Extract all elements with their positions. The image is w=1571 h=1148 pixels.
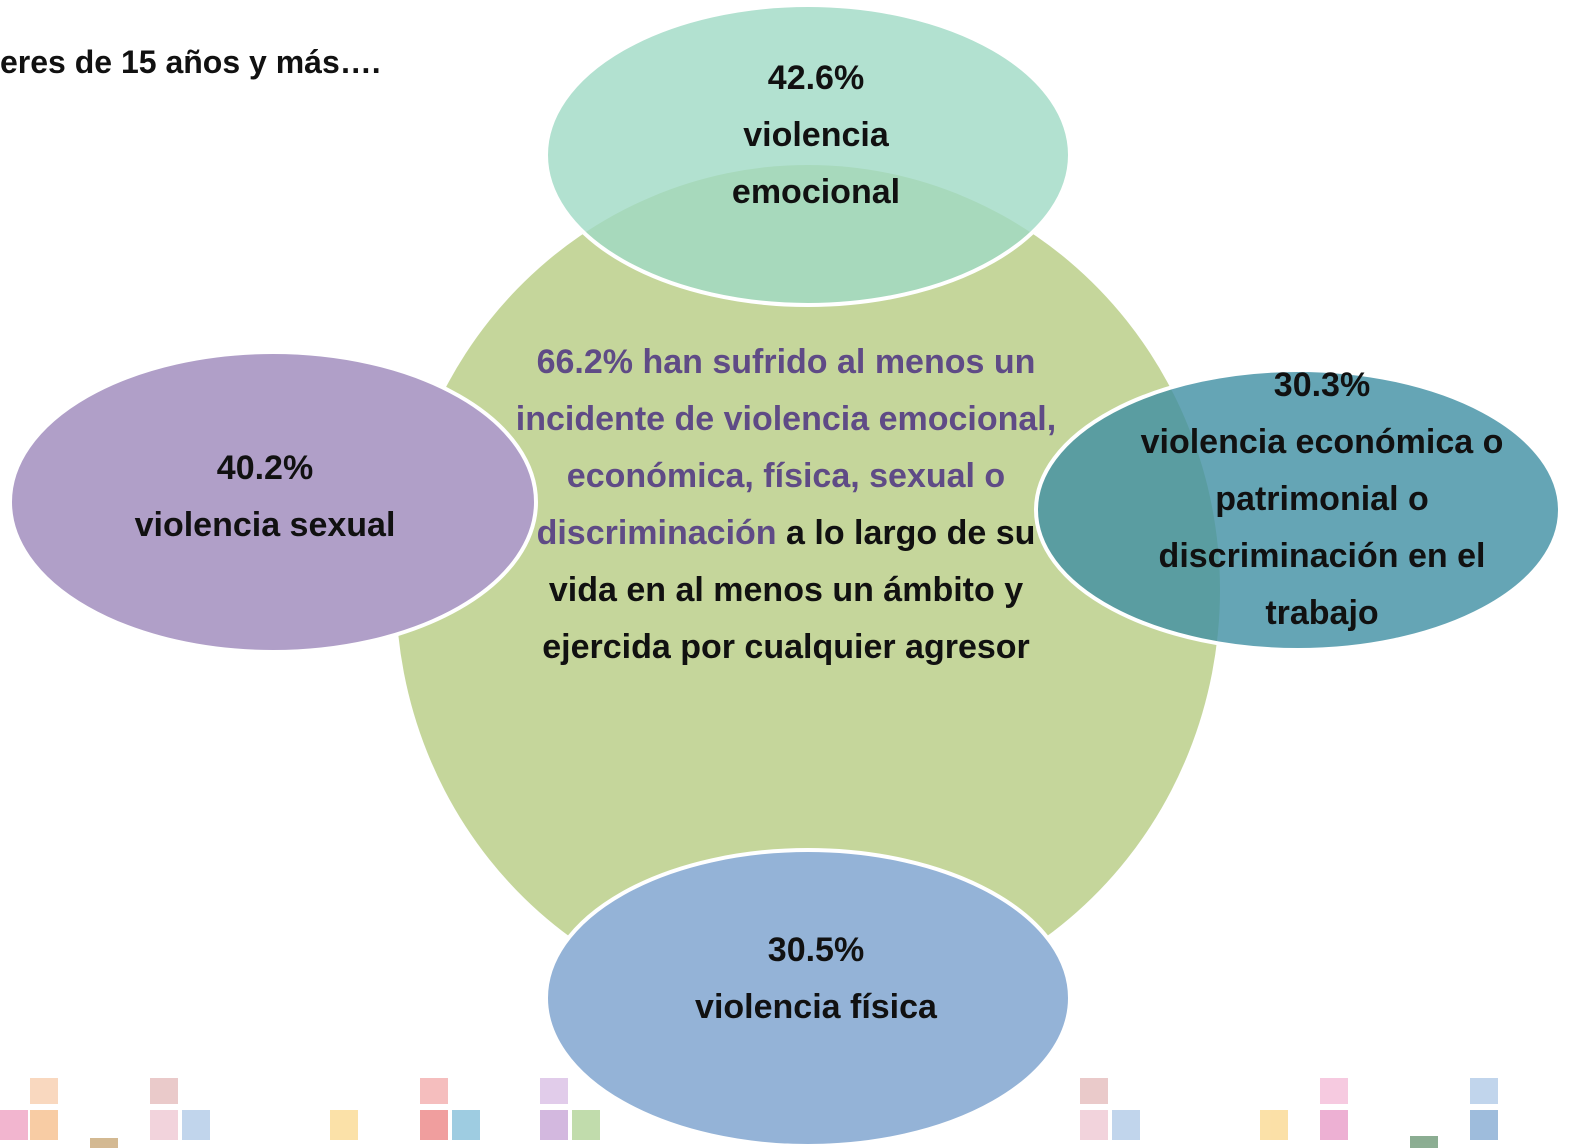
- page: eres de 15 años y más…. 66.2% han sufrid…: [0, 0, 1571, 1148]
- node-value: 30.5%: [616, 922, 1016, 979]
- node-value: 40.2%: [85, 440, 445, 497]
- node-value: 30.3%: [1102, 357, 1542, 414]
- node-text: 40.2%violencia sexual: [85, 440, 445, 554]
- center-text: 66.2% han sufrido al menos un incidente …: [506, 334, 1066, 676]
- node-value: 42.6%: [666, 50, 966, 107]
- node-text: 30.5%violencia física: [616, 922, 1016, 1036]
- node-text: 42.6%violencia emocional: [666, 50, 966, 221]
- node-label: violencia emocional: [666, 107, 966, 221]
- header-title: eres de 15 años y más….: [0, 34, 381, 91]
- node-label: violencia física: [616, 979, 1016, 1036]
- node-text: 30.3%violencia económica o patrimonial o…: [1102, 357, 1542, 642]
- node-label: violencia sexual: [85, 497, 445, 554]
- node-label: violencia económica o patrimonial o disc…: [1102, 414, 1542, 642]
